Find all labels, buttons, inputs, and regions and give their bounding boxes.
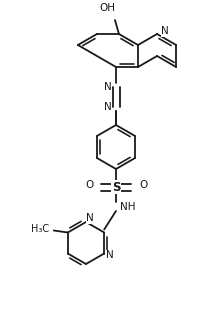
Text: N: N	[86, 213, 94, 223]
Text: N: N	[104, 102, 112, 112]
Text: N: N	[104, 82, 112, 92]
Text: O: O	[85, 180, 93, 190]
Text: OH: OH	[99, 3, 115, 13]
Text: N: N	[161, 26, 169, 36]
Text: O: O	[139, 180, 147, 190]
Text: N: N	[106, 251, 114, 261]
Text: NH: NH	[120, 202, 136, 212]
Text: S: S	[112, 181, 120, 193]
Text: H₃C: H₃C	[31, 224, 49, 234]
